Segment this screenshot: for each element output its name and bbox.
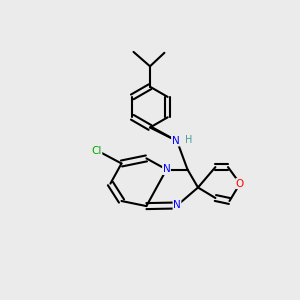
Text: Cl: Cl: [92, 146, 102, 156]
Text: N: N: [172, 136, 179, 146]
Text: N: N: [163, 164, 170, 175]
Text: H: H: [185, 135, 193, 145]
Text: N: N: [173, 200, 181, 211]
Text: O: O: [236, 178, 244, 189]
